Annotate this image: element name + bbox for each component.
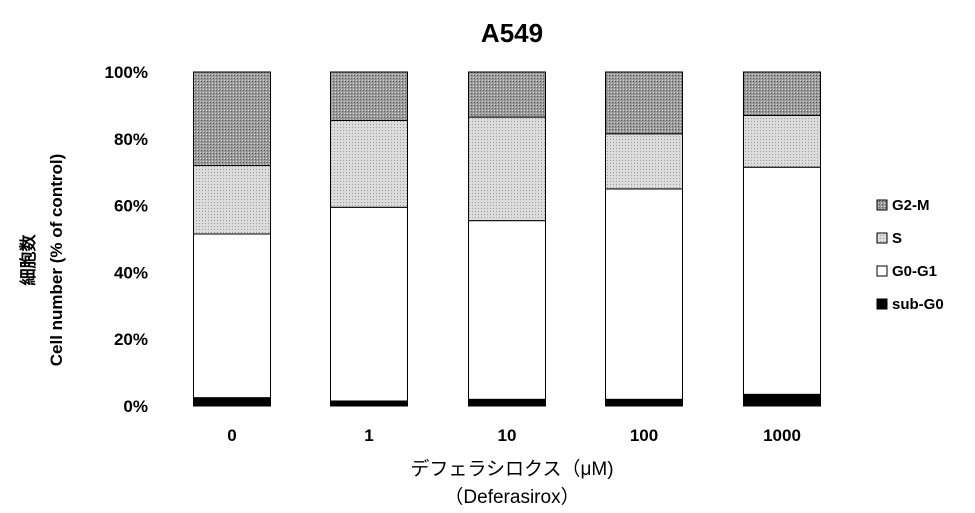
legend: G2-M S G0-G1 sub-G0 xyxy=(876,197,944,313)
bar-segment-g2-m xyxy=(605,71,683,135)
bar-segment-sub-g0 xyxy=(468,398,546,407)
bar-segment-g0-g1 xyxy=(468,220,546,400)
x-tick-label: 1000 xyxy=(763,426,801,445)
bar-segment-sub-g0 xyxy=(330,400,408,407)
bars-group xyxy=(193,71,821,407)
x-tick-label: 0 xyxy=(227,426,236,445)
bar-segment-s xyxy=(743,114,821,168)
x-tick-label: 100 xyxy=(630,426,658,445)
legend-swatch-sub-g0 xyxy=(876,298,888,310)
bar-segment-sub-g0 xyxy=(605,398,683,407)
legend-swatch-g0-g1 xyxy=(876,265,888,277)
bar-segment-s xyxy=(605,133,683,190)
legend-label: G2-M xyxy=(892,197,930,214)
y-tick-label: 40% xyxy=(114,263,148,282)
bar-segment-g2-m xyxy=(743,71,821,116)
bar-segment-g0-g1 xyxy=(605,188,683,400)
bar-segment-sub-g0 xyxy=(743,393,821,407)
legend-label: S xyxy=(892,230,902,247)
legend-swatch-s xyxy=(876,232,888,244)
bar-segment-g2-m xyxy=(330,71,408,121)
legend-label: sub-G0 xyxy=(892,296,944,313)
y-tick-label: 100% xyxy=(105,63,148,82)
bar-segment-g0-g1 xyxy=(743,166,821,395)
legend-swatch-g2-m xyxy=(876,199,888,211)
bar-segment-g2-m xyxy=(193,71,271,167)
bar-segment-sub-g0 xyxy=(193,397,271,407)
y-tick-label: 80% xyxy=(114,130,148,149)
legend-label: G0-G1 xyxy=(892,263,937,280)
x-axis-label: （Deferasirox） xyxy=(444,486,579,508)
x-axis-categories: 0 1 10 100 1000 xyxy=(227,426,801,445)
bar-segment-g0-g1 xyxy=(193,233,271,399)
bar-segment-g2-m xyxy=(468,71,546,118)
y-axis-label: Cell number (% of control) xyxy=(47,154,66,367)
y-tick-label: 60% xyxy=(114,197,148,216)
bar-segment-s xyxy=(330,119,408,208)
bar-segment-s xyxy=(468,116,546,222)
x-axis-label-japanese: デフェラシロクス（μM) xyxy=(410,458,613,480)
y-axis-label-japanese: 細胞数 xyxy=(18,234,38,286)
x-tick-label: 10 xyxy=(498,426,517,445)
y-tick-label: 20% xyxy=(114,330,148,349)
bar-segment-s xyxy=(193,165,271,235)
y-axis-ticks: 0% 20% 40% 60% 80% 100% xyxy=(105,63,148,416)
chart-title: A549 xyxy=(481,18,543,48)
bar-segment-g0-g1 xyxy=(330,206,408,402)
y-tick-label: 0% xyxy=(123,397,148,416)
x-tick-label: 1 xyxy=(364,426,373,445)
